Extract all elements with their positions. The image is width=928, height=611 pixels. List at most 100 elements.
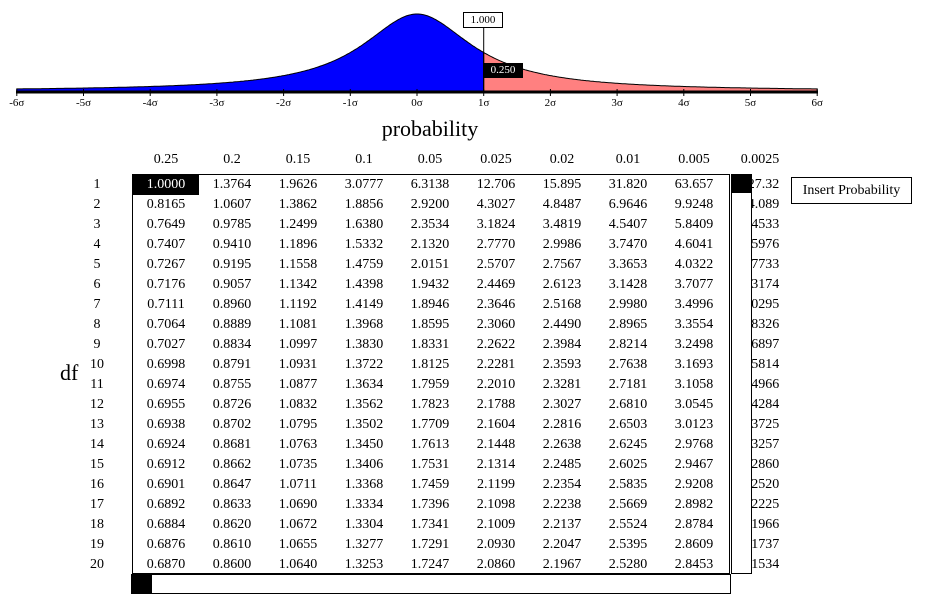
table-cell[interactable]: 0.6912 xyxy=(146,457,186,472)
table-cell[interactable]: 3.2498 xyxy=(674,337,714,352)
table-cell[interactable]: 3.3554 xyxy=(674,317,714,332)
df-row-label[interactable]: 7 xyxy=(93,297,101,312)
table-cell[interactable]: 2.1009 xyxy=(476,517,516,532)
table-cell[interactable]: 0.6876 xyxy=(146,537,186,552)
probability-header-cell[interactable]: 0.02 xyxy=(549,152,575,167)
table-cell[interactable]: 2.3060 xyxy=(476,317,516,332)
table-cell[interactable]: 1.3368 xyxy=(344,477,384,492)
table-cell[interactable]: 15.895 xyxy=(542,177,582,192)
table-cell[interactable]: 1.5332 xyxy=(344,237,384,252)
table-cell[interactable]: 0.8702 xyxy=(212,417,252,432)
table-cell[interactable]: 0.8662 xyxy=(212,457,252,472)
table-cell[interactable]: 1.3862 xyxy=(278,197,318,212)
table-cell[interactable]: 1.0931 xyxy=(278,357,318,372)
table-cell[interactable]: 0.7064 xyxy=(146,317,186,332)
table-cell[interactable]: 2.9986 xyxy=(542,237,582,252)
table-cell[interactable]: 1.6380 xyxy=(344,217,384,232)
table-cell[interactable]: 1.3722 xyxy=(344,357,384,372)
table-cell[interactable]: 1.1081 xyxy=(278,317,318,332)
table-cell[interactable]: 12.706 xyxy=(476,177,516,192)
table-cell[interactable]: 2.7567 xyxy=(542,257,582,272)
table-cell[interactable]: 2.8453 xyxy=(674,557,714,572)
table-cell[interactable]: 2.2816 xyxy=(542,417,582,432)
table-cell[interactable]: 1.8946 xyxy=(410,297,450,312)
table-cell[interactable]: 1.3764 xyxy=(212,177,252,192)
df-row-label[interactable]: 20 xyxy=(90,557,104,572)
table-cell[interactable]: 2.1098 xyxy=(476,497,516,512)
table-cell[interactable]: 2.2485 xyxy=(542,457,582,472)
table-cell[interactable]: 0.8165 xyxy=(146,197,186,212)
table-cell[interactable]: 2.5669 xyxy=(608,497,648,512)
table-cell[interactable]: 0.8647 xyxy=(212,477,252,492)
df-row-label[interactable]: 16 xyxy=(90,477,104,492)
table-cell[interactable]: 2.5707 xyxy=(476,257,516,272)
table-cell[interactable]: 2.6245 xyxy=(608,437,648,452)
table-cell[interactable]: 2.8982 xyxy=(674,497,714,512)
table-cell[interactable]: 1.8125 xyxy=(410,357,450,372)
table-cell[interactable]: 0.8681 xyxy=(212,437,252,452)
table-cell[interactable]: 2.7181 xyxy=(608,377,648,392)
table-cell[interactable]: 1.0832 xyxy=(278,397,318,412)
table-cell[interactable]: 2.8609 xyxy=(674,537,714,552)
table-cell[interactable]: 2.0930 xyxy=(476,537,516,552)
table-cell[interactable]: 1.9626 xyxy=(278,177,318,192)
table-cell[interactable]: 2.3984 xyxy=(542,337,582,352)
table-cell[interactable]: 2.2238 xyxy=(542,497,582,512)
table-cell[interactable]: 0.8600 xyxy=(212,557,252,572)
table-cell[interactable]: 0.9057 xyxy=(212,277,252,292)
table-cell[interactable]: 3.7470 xyxy=(608,237,648,252)
vertical-scrollbar[interactable] xyxy=(731,174,752,574)
table-cell[interactable]: 3.7077 xyxy=(674,277,714,292)
table-cell[interactable]: 4.3027 xyxy=(476,197,516,212)
table-cell[interactable]: 1.7396 xyxy=(410,497,450,512)
table-cell[interactable]: 2.2010 xyxy=(476,377,516,392)
table-cell[interactable]: 0.8620 xyxy=(212,517,252,532)
table-cell[interactable]: 1.2499 xyxy=(278,217,318,232)
table-cell[interactable]: 63.657 xyxy=(674,177,714,192)
probability-header-cell[interactable]: 0.025 xyxy=(480,152,512,167)
table-cell[interactable]: 0.6870 xyxy=(146,557,186,572)
table-cell[interactable]: 0.8834 xyxy=(212,337,252,352)
table-cell[interactable]: 2.9208 xyxy=(674,477,714,492)
table-cell[interactable]: 4.0322 xyxy=(674,257,714,272)
df-row-label[interactable]: 1 xyxy=(93,177,101,192)
table-cell[interactable]: 2.6025 xyxy=(608,457,648,472)
table-cell[interactable]: 2.0860 xyxy=(476,557,516,572)
table-cell[interactable]: 9.9248 xyxy=(674,197,714,212)
table-cell[interactable]: 6.9646 xyxy=(608,197,648,212)
table-cell[interactable]: 3.1693 xyxy=(674,357,714,372)
table-cell[interactable]: 2.6503 xyxy=(608,417,648,432)
table-cell[interactable]: 2.5280 xyxy=(608,557,648,572)
table-cell[interactable]: 1.0735 xyxy=(278,457,318,472)
table-cell[interactable]: 2.6810 xyxy=(608,397,648,412)
table-cell[interactable]: 2.8965 xyxy=(608,317,648,332)
table-cell[interactable]: 5.8409 xyxy=(674,217,714,232)
table-cell[interactable]: 1.0640 xyxy=(278,557,318,572)
table-cell[interactable]: 3.0545 xyxy=(674,397,714,412)
table-cell[interactable]: 0.7111 xyxy=(147,297,185,312)
table-cell[interactable]: 1.0711 xyxy=(279,477,317,492)
table-cell[interactable]: 1.3304 xyxy=(344,517,384,532)
table-cell[interactable]: 0.7649 xyxy=(146,217,186,232)
table-cell[interactable]: 1.3502 xyxy=(344,417,384,432)
df-row-label[interactable]: 10 xyxy=(90,357,104,372)
table-cell[interactable]: 2.1788 xyxy=(476,397,516,412)
table-cell[interactable]: 1.8331 xyxy=(410,337,450,352)
table-cell[interactable]: 1.7291 xyxy=(410,537,450,552)
probability-header-cell[interactable]: 0.25 xyxy=(153,152,179,167)
table-cell[interactable]: 0.7267 xyxy=(146,257,186,272)
table-cell[interactable]: 1.7459 xyxy=(410,477,450,492)
table-cell[interactable]: 1.1342 xyxy=(278,277,318,292)
table-cell[interactable]: 1.4149 xyxy=(344,297,384,312)
table-cell[interactable]: 1.7959 xyxy=(410,377,450,392)
table-cell[interactable]: 0.9785 xyxy=(212,217,252,232)
probability-header-cell[interactable]: 0.1 xyxy=(355,152,373,167)
table-cell[interactable]: 1.0690 xyxy=(278,497,318,512)
table-cell[interactable]: 3.1058 xyxy=(674,377,714,392)
table-cell[interactable]: 0.9410 xyxy=(212,237,252,252)
vertical-scroll-thumb[interactable] xyxy=(732,175,751,193)
table-cell[interactable]: 0.6955 xyxy=(146,397,186,412)
probability-header-cell[interactable]: 0.005 xyxy=(678,152,710,167)
table-cell[interactable]: 0.6884 xyxy=(146,517,186,532)
table-cell[interactable]: 2.5168 xyxy=(542,297,582,312)
